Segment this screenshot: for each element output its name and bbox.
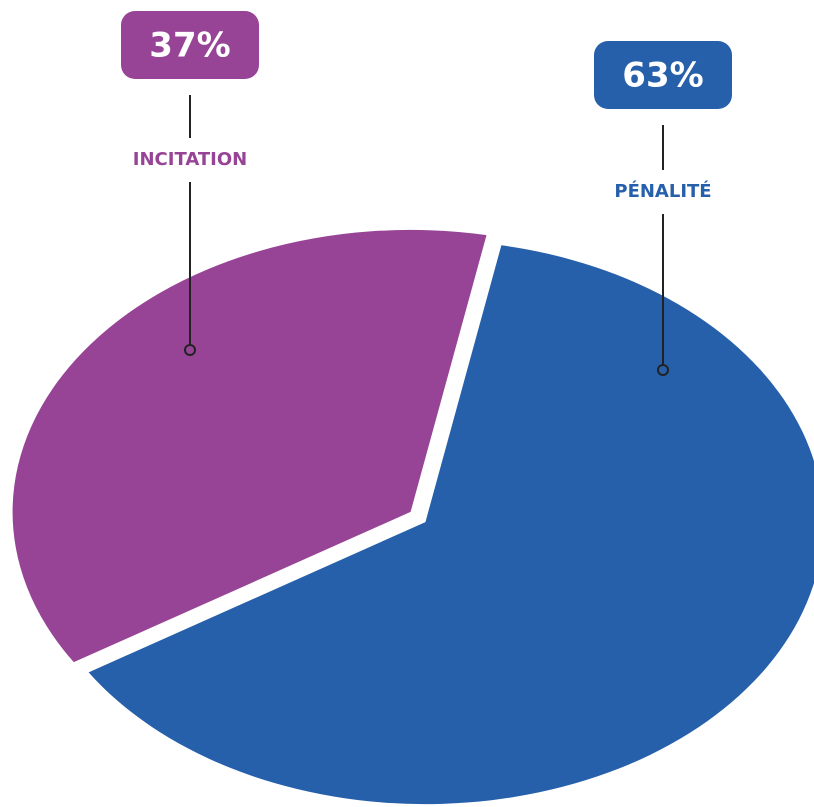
value-label: 37%: [149, 26, 230, 66]
pie-slice: [88, 245, 814, 805]
pie-slice: [12, 229, 487, 663]
category-label: INCITATION: [133, 149, 247, 170]
value-label: 63%: [622, 56, 703, 96]
category-label: PÉNALITÉ: [614, 180, 711, 202]
value-badge: [121, 11, 259, 79]
callout-dot: [657, 364, 669, 376]
value-badge: [594, 41, 732, 109]
callout-dot: [184, 344, 196, 356]
